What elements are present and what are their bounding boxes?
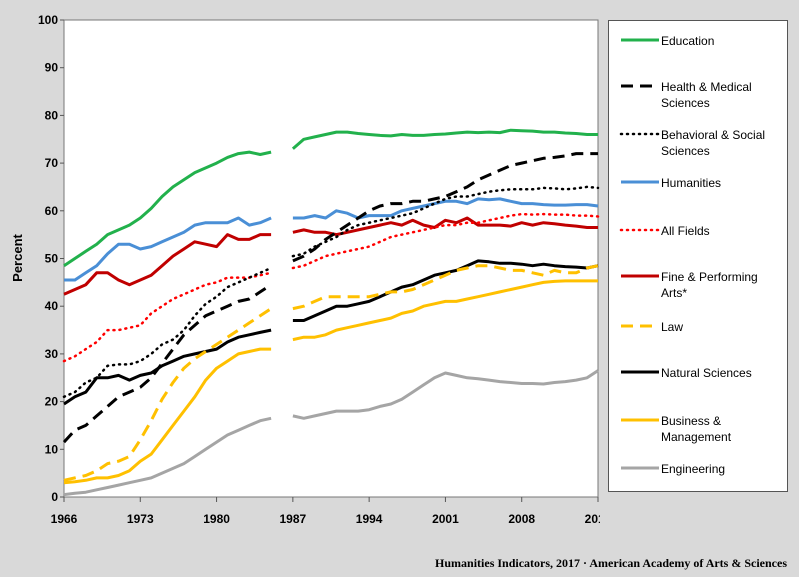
series-line-law-1 [63,307,272,482]
series-line-natural-sciences-1 [63,328,272,406]
series-line-engineering-2 [292,369,599,420]
legend-label: Law [661,320,684,334]
series-line-health-medical-sciences-2 [292,152,598,263]
line-chart: 0 10 20 30 40 50 60 70 80 90 100 1966 1973 1980 1987 19… [10,13,600,526]
series-line-law-2 [292,264,599,311]
legend-swatch [619,228,661,232]
series-line-humanities-2 [292,197,599,220]
legend-swatch [621,180,659,184]
legend-label: Natural Sciences [661,366,752,380]
y-tick-label: 80 [45,108,59,122]
legend-swatch [621,38,659,42]
legend-label: Fine & Performing Arts* [661,270,758,300]
series-line-natural-sciences-2 [292,259,599,322]
legend-swatch [621,370,659,374]
legend-swatch [621,84,659,88]
series-line-fine-performing-arts-2 [292,216,598,237]
legend-swatch [621,418,659,422]
x-tick-label: 2001 [432,512,459,526]
y-tick-label: 60 [45,204,59,218]
y-tick-label: 0 [51,490,58,504]
legend-label: Humanities [661,176,722,190]
series-line-business-management-2 [292,279,598,342]
series-layer [62,128,600,497]
legend-label: Behavioral & Social Sciences [661,128,766,158]
legend-swatch [621,466,659,470]
y-tick-label: 100 [38,13,58,27]
legend-label: All Fields [661,224,710,238]
plot-area [63,19,599,498]
legend-swatch [619,132,661,136]
series-line-humanities-1 [64,216,272,282]
axis-layer: 0 10 20 30 40 50 60 70 80 90 100 1966 1973 1980 1987 19… [38,13,600,526]
series-line-behavioral-social-sciences-1 [62,266,273,399]
series-line-health-medical-sciences-1 [62,283,272,444]
footer-credit: Humanities Indicators, 2017 · American A… [435,556,787,570]
y-axis-title: Percent [10,233,25,281]
y-tick-label: 20 [45,395,59,409]
x-tick-label: 2015 [585,512,600,526]
x-tick-label: 1966 [51,512,78,526]
series-line-education-1 [63,150,272,267]
x-tick-label: 1987 [280,512,307,526]
legend: Education Health & Medical Sciences Behavi… [608,20,788,492]
legend-label: Engineering [661,462,726,476]
legend-label: Business & Management [661,414,732,444]
series-line-business-management-1 [63,347,272,485]
legend-label: Education [661,34,715,48]
x-tick-label: 1994 [356,512,383,526]
series-line-education-2 [291,128,598,150]
x-tick-label: 1980 [203,512,230,526]
y-tick-label: 70 [45,156,59,170]
legend-swatch [621,274,659,278]
series-line-all-fields-1 [62,271,273,363]
legend-label: Health & Medical Sciences [661,80,752,110]
legend-swatch [621,324,659,328]
x-tick-label: 2008 [508,512,535,526]
series-line-fine-performing-arts-1 [63,233,272,296]
y-tick-label: 90 [45,61,59,75]
series-line-engineering-1 [63,416,272,497]
series-line-all-fields-2 [291,212,600,270]
y-tick-label: 30 [45,347,59,361]
y-tick-label: 10 [45,442,59,456]
y-tick-label: 50 [45,252,59,266]
x-tick-label: 1973 [127,512,154,526]
y-tick-label: 40 [45,299,59,313]
